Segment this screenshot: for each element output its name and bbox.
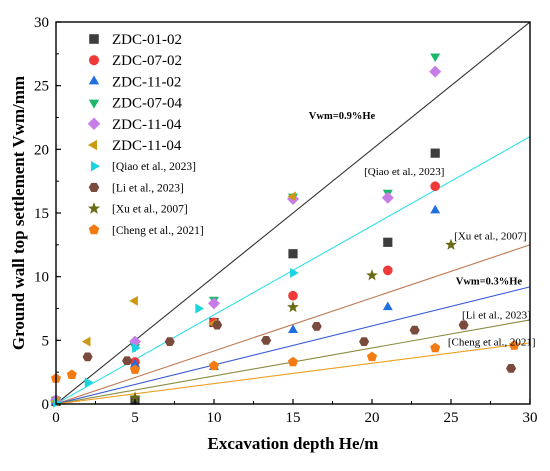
- point-s6-0: [53, 397, 62, 408]
- y-tick-label: 0: [42, 397, 50, 413]
- y-tick-label: 10: [34, 270, 49, 286]
- point-s7-9: [505, 363, 517, 373]
- line-annotation-1: [Qiao et al., 2023]: [364, 166, 444, 178]
- x-tick-label: 10: [207, 410, 222, 426]
- point-s7-6: [359, 337, 370, 346]
- point-s8-2: [366, 269, 378, 281]
- point-s7-4: [261, 335, 272, 345]
- line-annotation-2: [Xu et al., 2007]: [454, 231, 526, 243]
- point-s8-1: [287, 301, 299, 313]
- x-tick-label: 25: [444, 410, 459, 426]
- legend-label-2: ZDC-11-02: [112, 74, 181, 90]
- point-s2-5: [430, 204, 441, 214]
- point-s6-4: [290, 267, 299, 278]
- legend-label-8: [Xu et al., 2007]: [112, 204, 188, 216]
- data-points: [50, 53, 520, 408]
- legend-label-7: [Li et al., 2023]: [112, 182, 184, 194]
- point-s0-4: [383, 237, 393, 247]
- legend-label-5: ZDC-11-04: [112, 138, 182, 154]
- point-s4-2: [208, 297, 220, 310]
- point-s9-1: [66, 369, 77, 379]
- line-annotations: Vwm=0.9%He [Qiao et al., 2023] [Xu et al.,…: [309, 111, 536, 349]
- x-tick-label: 15: [286, 410, 301, 426]
- point-s3-5: [430, 53, 441, 63]
- point-s2-4: [382, 301, 393, 311]
- legend-marker-0: [89, 34, 99, 44]
- point-s7-3: [212, 320, 223, 330]
- point-s7-1: [122, 356, 133, 366]
- point-s6-1: [84, 377, 94, 388]
- legend-marker-4: [87, 117, 101, 131]
- point-s6-3: [195, 303, 204, 314]
- point-s2-3: [288, 324, 298, 334]
- x-axis-title: Excavation depth He/m: [208, 434, 379, 453]
- point-s5-4: [287, 191, 296, 202]
- point-s9-7: [509, 340, 520, 350]
- legend-marker-6: [91, 161, 100, 172]
- point-s4-4: [381, 191, 394, 204]
- point-s1-3: [288, 290, 298, 301]
- point-s2-1: [130, 358, 140, 368]
- point-s5-1: [81, 336, 91, 347]
- y-axis-title: Ground wall top settlement Vwm/mm: [9, 76, 28, 350]
- point-s8-3: [445, 238, 457, 250]
- legend-marker-2: [88, 75, 100, 85]
- legend-marker-7: [88, 182, 100, 192]
- legend-label-1: ZDC-07-02: [112, 53, 182, 69]
- point-s9-6: [430, 342, 441, 353]
- line-annotation-5: [Cheng et al., 2021]: [448, 336, 536, 348]
- x-tick-label: 0: [52, 410, 60, 426]
- point-s7-5: [311, 321, 322, 331]
- point-s7-0: [82, 352, 93, 362]
- fit-line-3: [56, 286, 530, 404]
- point-s6-2: [132, 342, 141, 353]
- point-s0-3: [288, 249, 298, 259]
- point-s7-7: [409, 325, 420, 335]
- line-annotation-0: Vwm=0.9%He: [309, 111, 376, 122]
- point-s9-2: [129, 364, 141, 374]
- point-s7-2: [164, 337, 175, 346]
- point-s1-4: [382, 265, 393, 276]
- line-annotation-4: [Li et al., 2023]: [462, 310, 531, 322]
- x-tick-label: 30: [523, 410, 538, 426]
- y-tick-label: 5: [42, 333, 50, 349]
- point-s4-5: [429, 65, 442, 78]
- point-s5-2: [129, 295, 138, 306]
- fit-line-5: [56, 342, 530, 404]
- line-annotation-3: Vwm=0.3%He: [456, 276, 523, 287]
- point-s1-5: [430, 181, 441, 192]
- x-tick-label: 5: [131, 410, 139, 426]
- y-tick-label: 30: [34, 15, 49, 31]
- legend-marker-9: [88, 224, 100, 235]
- legend-label-9: [Cheng et al., 2021]: [112, 225, 204, 237]
- y-tick-label: 20: [34, 142, 49, 158]
- x-tick-label: 20: [365, 410, 380, 426]
- point-s9-5: [366, 351, 378, 362]
- legend-marker-3: [88, 99, 100, 109]
- y-tick-label: 15: [34, 206, 49, 222]
- axes: 0 5 10 15 20 25 30 0 5 10 15 20 25 30 Excavation depth…: [9, 15, 538, 453]
- fit-line-0: [56, 22, 530, 404]
- legend-marker-1: [88, 55, 100, 66]
- legend-label-6: [Qiao et al., 2023]: [112, 161, 196, 173]
- legend-marker-8: [87, 202, 101, 214]
- point-s9-3: [208, 360, 220, 371]
- legend-marker-5: [88, 139, 97, 151]
- point-s9-4: [287, 356, 299, 367]
- legend: ZDC-01-02 ZDC-07-02 ZDC-11-02 ZDC-07-04 ZDC-…: [87, 32, 204, 237]
- legend-label-4: ZDC-11-04: [112, 117, 182, 133]
- point-s8-0: [129, 391, 141, 403]
- y-tick-label: 25: [34, 79, 49, 95]
- legend-label-3: ZDC-07-04: [112, 96, 182, 112]
- point-s0-5: [430, 148, 440, 158]
- legend-label-0: ZDC-01-02: [112, 32, 182, 48]
- point-s4-1: [129, 335, 141, 348]
- point-s7-8: [458, 320, 469, 330]
